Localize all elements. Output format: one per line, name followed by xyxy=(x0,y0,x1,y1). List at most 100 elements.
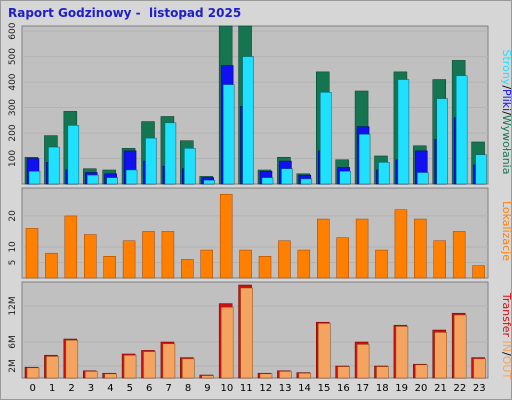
bar-transfer-out xyxy=(473,358,486,379)
bar-transfer-out xyxy=(201,375,214,379)
x-tick-label: 20 xyxy=(415,383,428,394)
x-tick-label: 4 xyxy=(107,383,113,394)
x-tick-label: 8 xyxy=(185,383,191,394)
y-tick-label-1-1: 10 xyxy=(8,241,18,253)
legend-files: Pliki xyxy=(500,89,512,111)
bar-sites xyxy=(297,249,311,279)
y-tick-label-2-0: 2M xyxy=(8,359,18,373)
x-tick-label: 16 xyxy=(337,383,350,394)
x-tick-label: 10 xyxy=(221,383,234,394)
y-tick-label-1-0: 5 xyxy=(8,260,18,266)
bar-transfer-out xyxy=(318,323,331,379)
bar-pages xyxy=(48,146,60,185)
bar-transfer-out xyxy=(162,343,176,379)
x-tick-label: 22 xyxy=(454,383,467,394)
x-tick-label: 6 xyxy=(146,383,152,394)
bar-pages xyxy=(397,79,410,185)
legend-sep-1: / xyxy=(500,85,512,89)
bar-pages xyxy=(184,148,196,185)
legend-in: IN xyxy=(500,341,512,352)
x-tick-label: 21 xyxy=(434,383,447,394)
bar-sites xyxy=(84,234,97,279)
bar-sites xyxy=(433,240,446,279)
y-tick-label-0-1: 200 xyxy=(8,124,18,141)
bar-transfer-out xyxy=(453,314,467,379)
bar-sites xyxy=(472,265,485,279)
x-tick-label: 19 xyxy=(395,383,408,394)
bar-transfer-out xyxy=(240,287,253,379)
bar-transfer-out xyxy=(104,373,117,379)
x-tick-label: 14 xyxy=(298,383,311,394)
bar-transfer-out xyxy=(143,351,156,379)
bar-sites xyxy=(142,231,155,279)
bar-sites xyxy=(414,218,427,279)
bar-pages xyxy=(281,168,293,185)
bar-pages xyxy=(261,177,274,185)
bar-transfer-out xyxy=(220,306,234,379)
bar-pages xyxy=(28,171,41,185)
legend-visits: Wywołania xyxy=(500,115,512,175)
y-tick-label-0-5: 600 xyxy=(8,22,18,39)
bar-pages xyxy=(87,174,99,185)
bar-pages xyxy=(203,179,215,185)
bar-transfer-out xyxy=(356,344,370,379)
bar-pages xyxy=(242,56,254,185)
bar-pages xyxy=(320,92,332,185)
legend-sites: Lokalizacje xyxy=(500,201,512,261)
bar-pages xyxy=(300,178,313,185)
bar-transfer-out xyxy=(434,332,447,379)
bar-transfer-out xyxy=(46,356,59,379)
y-tick-label-2-2: 12M xyxy=(8,296,18,315)
y-tick-label-1-2: 20 xyxy=(8,210,18,222)
bar-sites xyxy=(336,237,349,279)
bar-sites xyxy=(200,249,213,279)
bar-transfer-out xyxy=(395,326,409,379)
bar-transfer-out xyxy=(259,373,273,379)
bar-transfer-out xyxy=(26,367,40,379)
bar-transfer-out xyxy=(337,366,350,379)
y-tick-label-2-1: 6M xyxy=(8,335,18,349)
x-tick-label: 18 xyxy=(376,383,389,394)
bar-sites xyxy=(239,249,252,279)
x-tick-label: 0 xyxy=(30,383,36,394)
bar-pages xyxy=(417,172,429,185)
bar-sites xyxy=(278,240,291,279)
x-tick-label: 2 xyxy=(68,383,74,394)
bar-transfer-out xyxy=(182,358,195,379)
x-tick-label: 17 xyxy=(356,383,369,394)
bar-sites xyxy=(355,218,369,279)
bar-pages xyxy=(145,137,157,185)
bar-sites xyxy=(45,252,58,279)
bar-pages xyxy=(475,154,487,185)
legend-out: OUT xyxy=(500,356,512,380)
bar-sites xyxy=(64,215,78,279)
x-tick-label: 5 xyxy=(127,383,133,394)
bar-pages xyxy=(67,125,80,185)
legend-bottom: Transfer IN/OUT xyxy=(500,292,512,380)
legend-pages: Strony xyxy=(500,50,512,86)
legend-sep-2: / xyxy=(500,111,512,115)
bar-pages xyxy=(339,171,351,185)
bar-transfer-out xyxy=(298,372,312,379)
bar-pages xyxy=(358,134,371,185)
x-tick-label: 9 xyxy=(204,383,210,394)
bar-transfer-out xyxy=(279,371,292,379)
bar-sites xyxy=(103,256,116,279)
bar-transfer-out xyxy=(65,339,79,379)
bar-sites xyxy=(122,240,136,279)
bar-sites xyxy=(258,256,272,279)
x-tick-label: 23 xyxy=(473,383,486,394)
y-tick-label-0-0: 100 xyxy=(8,150,18,167)
y-tick-label-0-4: 500 xyxy=(8,48,18,65)
y-tick-label-0-3: 400 xyxy=(8,73,18,90)
bar-pages xyxy=(164,122,177,185)
plot-panel-1 xyxy=(21,187,489,279)
x-tick-label: 13 xyxy=(279,383,292,394)
bar-pages xyxy=(378,162,390,185)
plot-panel-2 xyxy=(21,281,489,379)
x-tick-label: 1 xyxy=(49,383,55,394)
x-tick-label: 11 xyxy=(240,383,253,394)
legend-sep-3: / xyxy=(500,352,512,356)
bar-sites xyxy=(161,231,175,279)
